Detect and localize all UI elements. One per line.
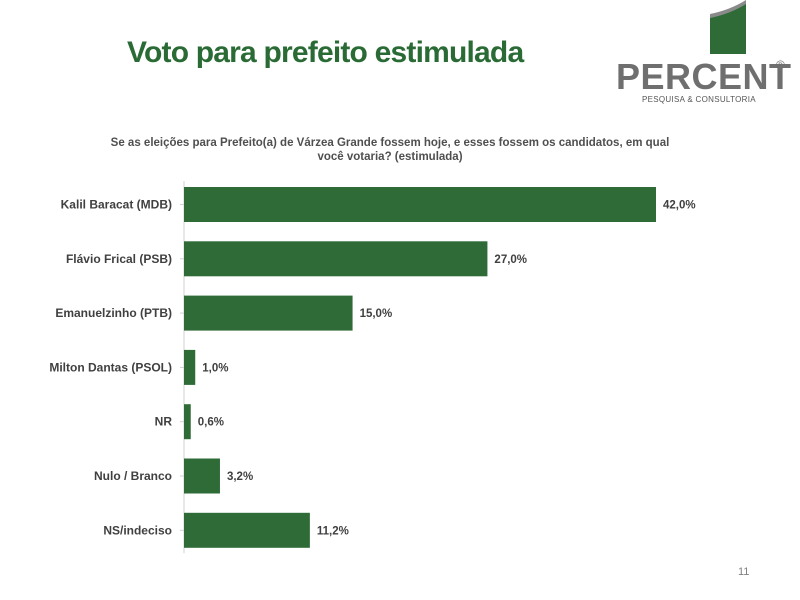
logo-mark-icon xyxy=(710,0,746,54)
data-label: 3,2% xyxy=(227,471,253,483)
data-label: 42,0% xyxy=(663,200,696,212)
bar xyxy=(184,187,656,222)
bar xyxy=(184,349,196,385)
logo-tagline: PESQUISA & CONSULTORIA xyxy=(642,95,756,104)
bar xyxy=(184,241,488,277)
bar xyxy=(184,458,220,494)
category-label: Milton Dantas (PSOL) xyxy=(49,360,172,374)
page-number: 11 xyxy=(738,566,750,578)
bar xyxy=(184,404,191,440)
slide-title: Voto para prefeito estimulada xyxy=(127,36,524,69)
percent-logo: PERCENT ® PESQUISA & CONSULTORIA xyxy=(610,0,800,110)
bar xyxy=(184,295,353,331)
data-label: 15,0% xyxy=(360,308,393,320)
data-label: 27,0% xyxy=(494,254,527,266)
category-label: Nulo / Branco xyxy=(94,469,172,483)
logo-word: PERCENT xyxy=(616,56,792,97)
category-label: NS/indeciso xyxy=(103,523,172,537)
category-label: NR xyxy=(155,415,173,429)
data-label: 0,6% xyxy=(198,417,224,429)
category-label: Emanuelzinho (PTB) xyxy=(55,306,172,320)
data-label: 11,2% xyxy=(317,525,349,537)
logo-registered-mark: ® xyxy=(776,58,785,72)
data-label: 1,0% xyxy=(202,362,228,374)
bar xyxy=(184,512,310,548)
category-label: Kalil Baracat (MDB) xyxy=(61,198,172,212)
category-label: Flávio Frical (PSB) xyxy=(66,252,172,266)
chart-title: Se as eleições para Prefeito(a) de Várze… xyxy=(110,137,670,163)
